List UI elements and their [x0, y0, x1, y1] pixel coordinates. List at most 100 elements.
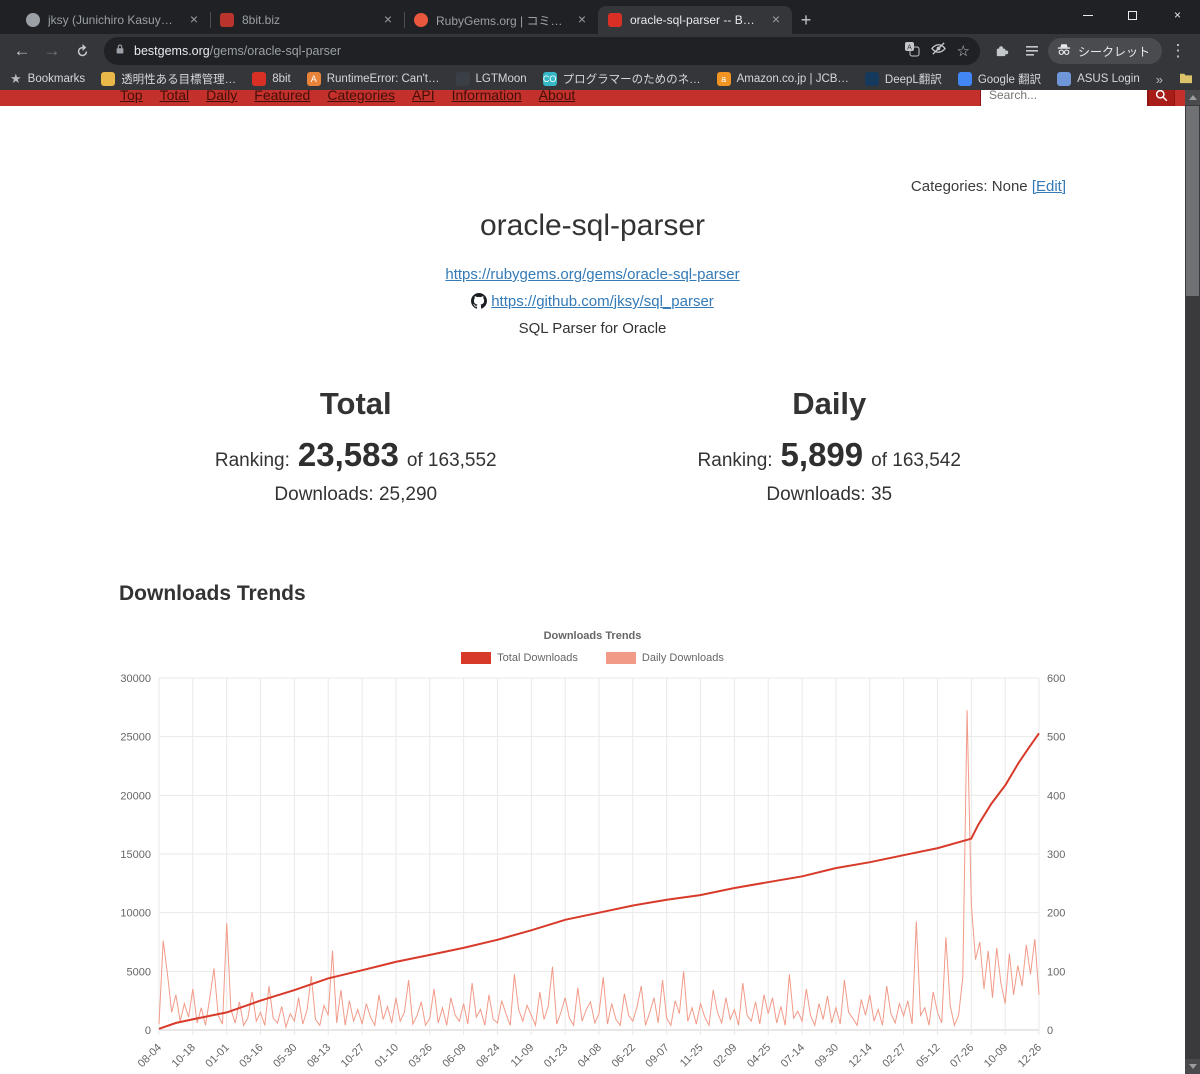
- tab-title: oracle-sql-parser -- BestGems: [630, 13, 760, 27]
- back-icon[interactable]: ←: [13, 41, 31, 60]
- svg-text:10-27: 10-27: [339, 1042, 367, 1070]
- nav-link-total[interactable]: Total: [159, 90, 190, 103]
- ranking-of: of 163,542: [871, 450, 961, 471]
- menu-kebab-icon[interactable]: ⋮: [1169, 41, 1187, 60]
- scroll-up-arrow[interactable]: [1185, 90, 1200, 105]
- tab-favicon: [26, 13, 40, 27]
- tab-github[interactable]: jksy (Junichiro Kasuya) · GitHub ×: [16, 6, 210, 34]
- translate-icon[interactable]: A: [904, 41, 920, 62]
- tab-close-icon[interactable]: ×: [577, 11, 587, 27]
- incognito-profile-chip[interactable]: シークレット: [1047, 38, 1162, 64]
- tab-title: 8bit.biz: [242, 13, 281, 27]
- svg-text:15000: 15000: [120, 849, 151, 861]
- svg-text:08-13: 08-13: [305, 1042, 333, 1070]
- bookmark-item[interactable]: 透明性ある目標管理…: [101, 71, 236, 87]
- nav-link-about[interactable]: About: [538, 90, 576, 103]
- bookmarks-overflow-chevron[interactable]: »: [1155, 71, 1163, 87]
- svg-text:500: 500: [1047, 732, 1065, 744]
- gem-links: https://rubygems.org/gems/oracle-sql-par…: [119, 261, 1066, 342]
- tab-close-icon[interactable]: ×: [189, 11, 199, 27]
- svg-text:5000: 5000: [127, 966, 151, 978]
- svg-text:10-18: 10-18: [170, 1042, 198, 1070]
- downloads-trends-chart: Downloads Trends Total Downloads Daily D…: [119, 630, 1066, 1072]
- site-search-input[interactable]: [980, 90, 1148, 106]
- nav-link-categories[interactable]: Categories: [327, 90, 396, 103]
- rubygems-link[interactable]: https://rubygems.org/gems/oracle-sql-par…: [445, 266, 740, 283]
- nav-link-api[interactable]: API: [412, 90, 435, 103]
- tab-close-icon[interactable]: ×: [771, 11, 781, 27]
- lock-icon: [114, 42, 126, 61]
- bookmark-star-icon[interactable]: ☆: [956, 43, 970, 60]
- extensions-puzzle-icon[interactable]: [988, 37, 1016, 65]
- reload-icon[interactable]: [68, 37, 96, 65]
- svg-text:05-12: 05-12: [914, 1042, 942, 1070]
- reading-list-icon[interactable]: [1018, 37, 1046, 65]
- minimize-button[interactable]: [1065, 0, 1110, 30]
- nav-link-featured[interactable]: Featured: [254, 90, 311, 103]
- tab-favicon: [608, 13, 622, 27]
- omnibox-icons: A ☆: [904, 41, 970, 62]
- svg-text:01-23: 01-23: [542, 1042, 570, 1070]
- scroll-down-arrow[interactable]: [1185, 1059, 1200, 1074]
- gem-description: SQL Parser for Oracle: [518, 320, 667, 337]
- tab-bestgems-active[interactable]: oracle-sql-parser -- BestGems ×: [598, 6, 792, 34]
- address-bar[interactable]: bestgems.org/gems/oracle-sql-parser A ☆: [104, 37, 980, 65]
- bookmark-item[interactable]: A RuntimeError: Can't…: [306, 72, 440, 86]
- tab-title: jksy (Junichiro Kasuya) · GitHub: [48, 13, 178, 27]
- categories-value: None: [991, 178, 1028, 195]
- svg-text:02-09: 02-09: [711, 1042, 739, 1070]
- github-link[interactable]: https://github.com/jksy/sql_parser: [491, 293, 714, 310]
- bookmark-item[interactable]: CO プログラマーのためのネ…: [542, 71, 701, 87]
- tab-rubygems[interactable]: RubyGems.org | コミュニティのGem… ×: [404, 6, 598, 34]
- bookmark-item[interactable]: LGTMoon: [455, 72, 527, 86]
- svg-text:08-24: 08-24: [474, 1042, 502, 1070]
- other-bookmarks[interactable]: その他のブックマーク: [1179, 71, 1200, 87]
- web-page: Top Total Daily Featured Categories API …: [0, 90, 1185, 1074]
- bookmark-label: Google 翻訳: [977, 74, 1042, 86]
- close-button[interactable]: ×: [1173, 8, 1181, 22]
- tab-close-icon[interactable]: ×: [383, 11, 393, 27]
- categories-label: Categories:: [910, 178, 988, 195]
- eye-off-icon[interactable]: [930, 41, 947, 61]
- bookmark-item[interactable]: Google 翻訳: [957, 71, 1042, 87]
- nav-link-top[interactable]: Top: [120, 90, 143, 103]
- new-tab-button[interactable]: +: [800, 9, 812, 30]
- categories-edit-link[interactable]: [Edit]: [1031, 178, 1066, 195]
- bookmarks-root[interactable]: ★ Bookmarks: [10, 71, 85, 87]
- bookmark-favicon: [455, 72, 470, 86]
- browser-toolbar: ← → bestgems.org/gems/oracle-sql-parser …: [0, 34, 1200, 68]
- svg-text:30000: 30000: [120, 673, 151, 685]
- svg-text:04-25: 04-25: [745, 1042, 773, 1070]
- tab-8bit[interactable]: 8bit.biz ×: [210, 6, 404, 34]
- svg-text:600: 600: [1047, 673, 1065, 685]
- tab-title: RubyGems.org | コミュニティのGem…: [436, 13, 566, 28]
- ranking-label: Ranking:: [697, 450, 773, 471]
- bookmark-item[interactable]: ASUS Login: [1057, 72, 1140, 86]
- svg-text:03-16: 03-16: [237, 1042, 265, 1070]
- site-search-button[interactable]: [1148, 90, 1175, 106]
- svg-text:01-01: 01-01: [203, 1042, 231, 1070]
- nav-link-daily[interactable]: Daily: [206, 90, 238, 103]
- bookmark-favicon: CO: [542, 72, 557, 86]
- maximize-button[interactable]: [1110, 0, 1155, 30]
- site-search: [980, 90, 1175, 106]
- url-domain: bestgems.org: [134, 44, 210, 58]
- bookmark-label: Amazon.co.jp | JCB…: [736, 73, 849, 85]
- nav-link-information[interactable]: Information: [451, 90, 522, 103]
- bookmark-item[interactable]: a Amazon.co.jp | JCB…: [716, 72, 849, 86]
- github-link-row: https://github.com/jksy/sql_parser: [119, 288, 1066, 315]
- bookmark-favicon: [101, 72, 116, 86]
- ranking-of: of 163,552: [406, 450, 497, 471]
- forward-icon[interactable]: →: [43, 41, 61, 60]
- bookmark-favicon: a: [716, 72, 731, 86]
- bookmark-item[interactable]: DeepL翻訳: [864, 71, 942, 87]
- legend-label: Total Downloads: [497, 652, 578, 664]
- page-scrollbar[interactable]: [1185, 90, 1200, 1074]
- scrollbar-thumb[interactable]: [1186, 106, 1199, 296]
- bookmark-item[interactable]: 8bit: [252, 72, 291, 86]
- window-controls: ×: [1065, 0, 1200, 30]
- total-heading: Total: [319, 386, 392, 421]
- svg-text:200: 200: [1047, 908, 1065, 920]
- tab-favicon: [414, 13, 428, 27]
- svg-text:02-27: 02-27: [880, 1042, 908, 1070]
